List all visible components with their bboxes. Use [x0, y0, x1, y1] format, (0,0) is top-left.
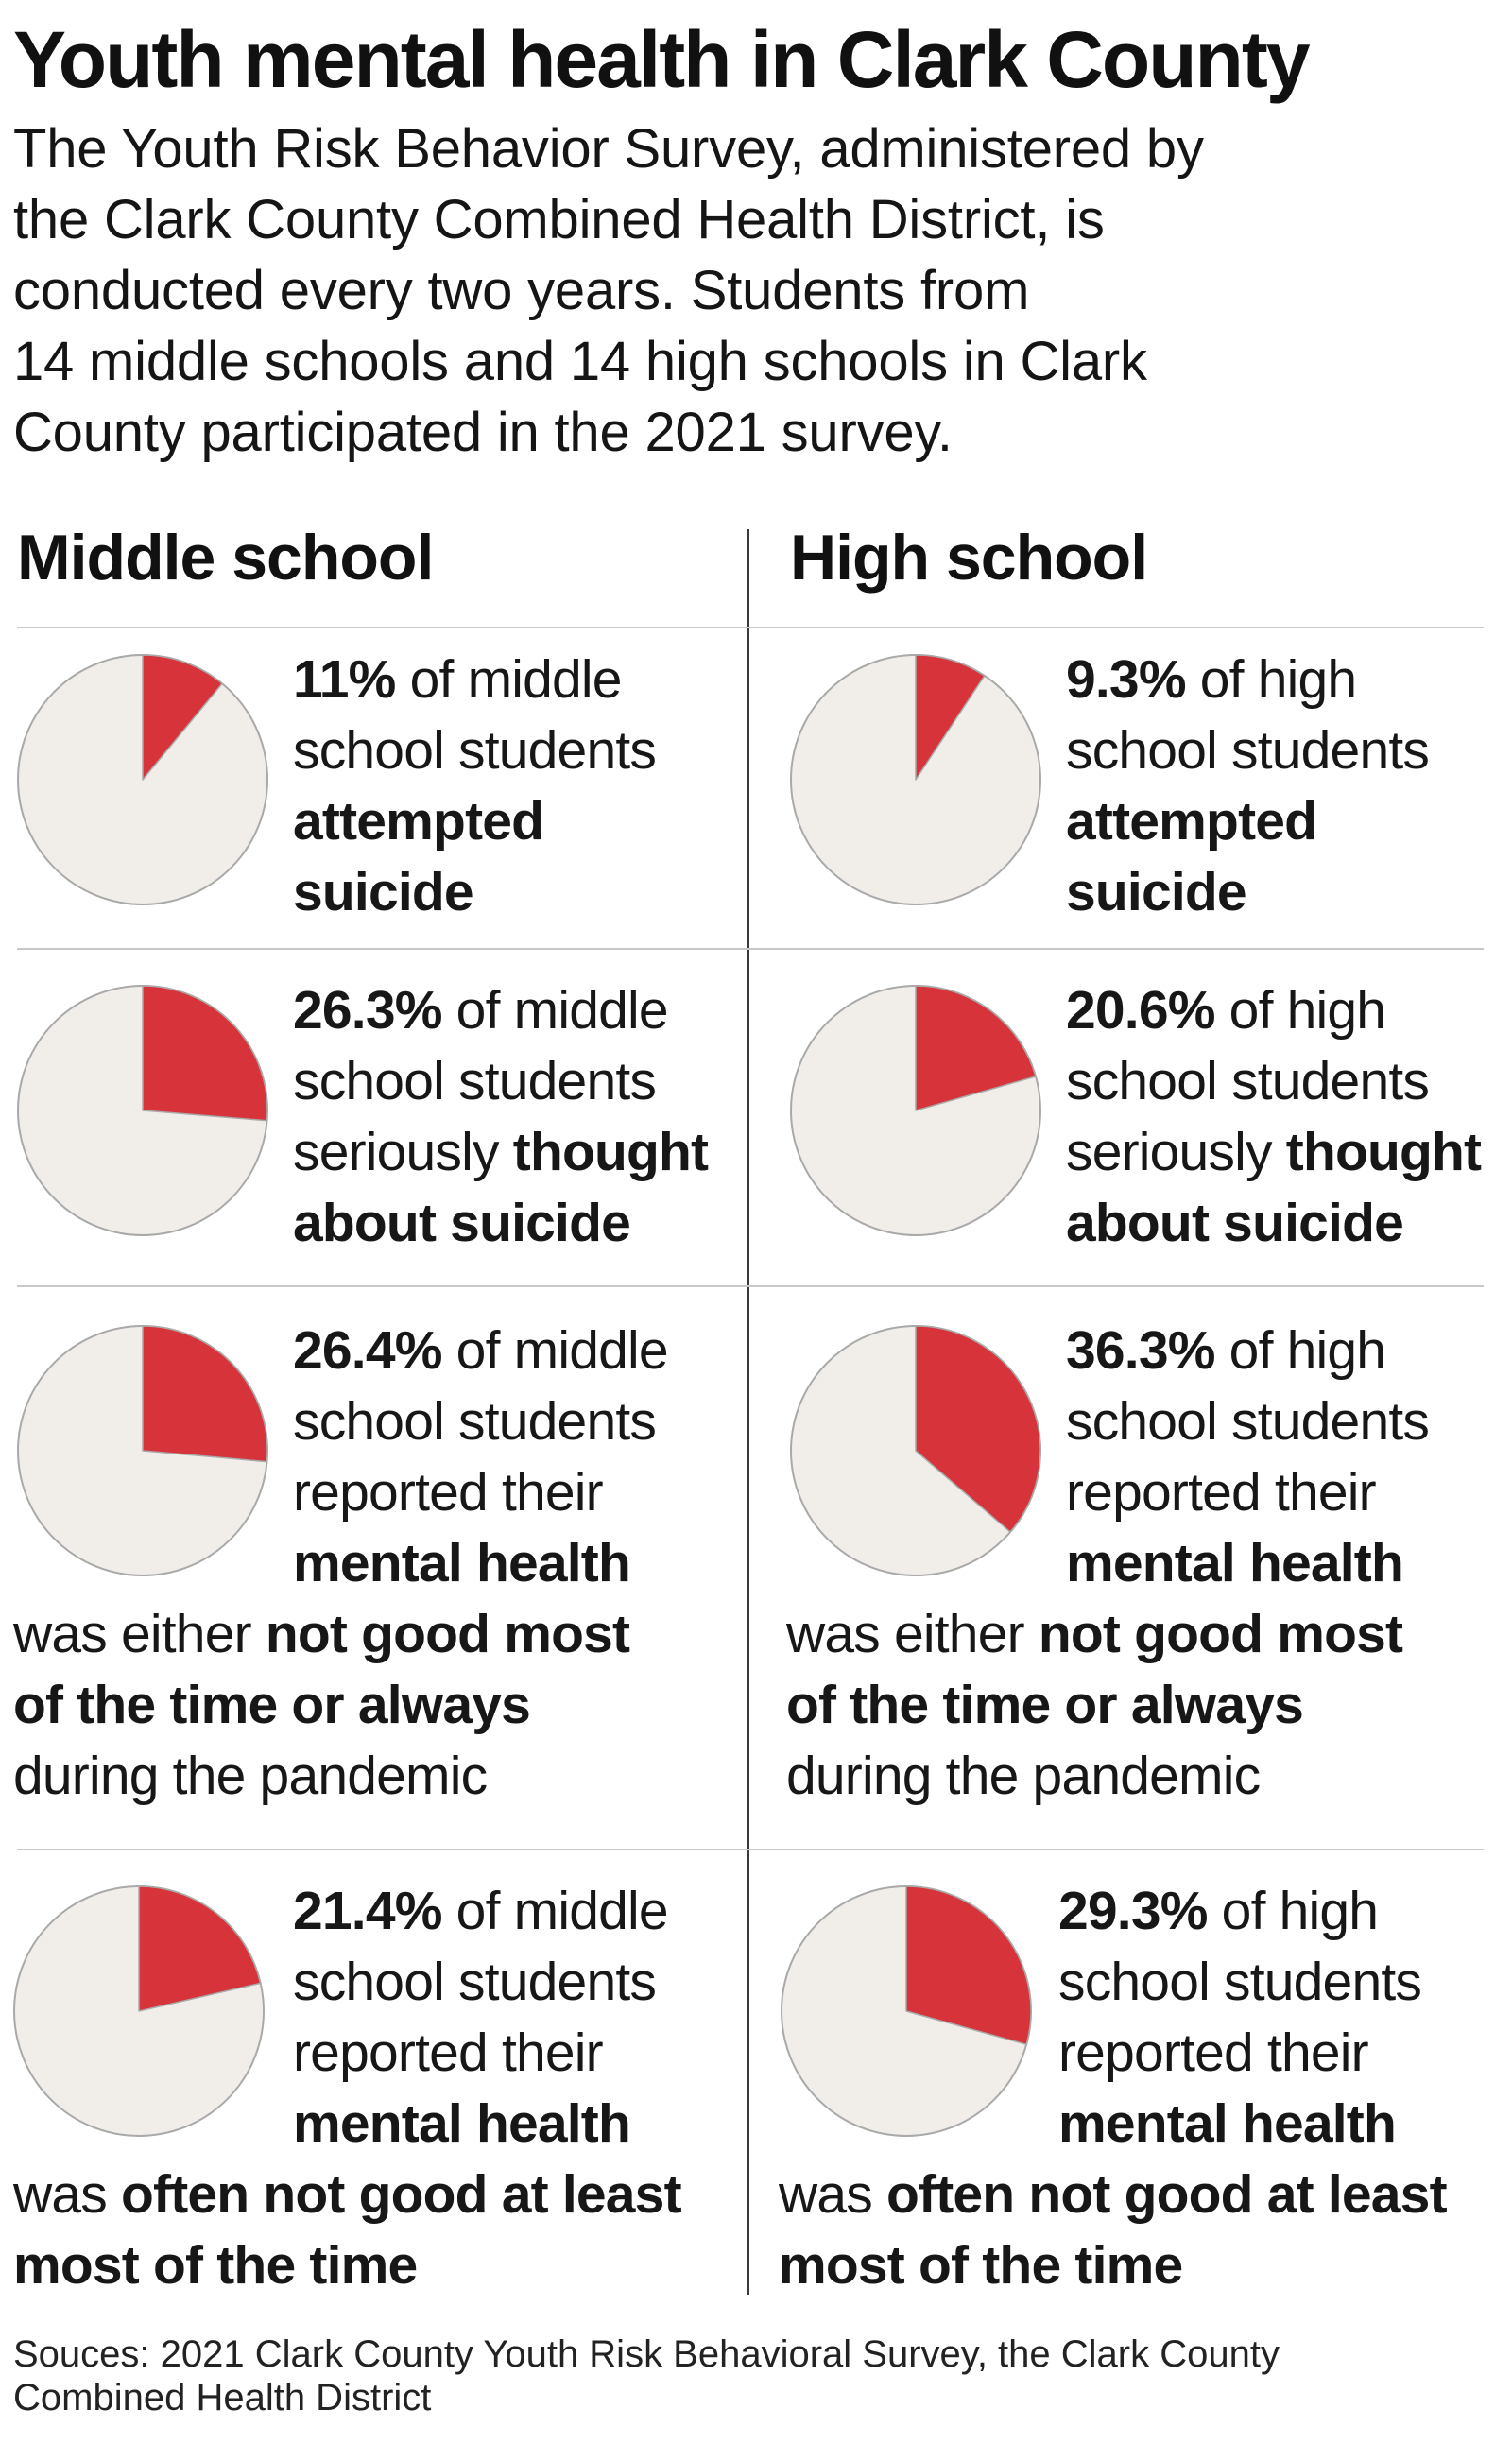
- pie-middle-often: [13, 1885, 265, 2137]
- column-heading-middle-school: Middle school: [17, 522, 434, 594]
- pie-high-often: [781, 1885, 1032, 2137]
- pie-middle-attempted: [17, 654, 268, 905]
- intro-line: 14 middle schools and 14 high schools in…: [13, 331, 1147, 392]
- pie-high-attempted: [790, 654, 1041, 905]
- stat-value: 26.4%: [293, 1320, 442, 1381]
- stat-high-thought: 20.6% of high school students seriously …: [1066, 980, 1482, 1253]
- pie-slice: [138, 1885, 262, 2012]
- stat-value: 9.3%: [1066, 649, 1187, 710]
- stat-value: 11%: [293, 649, 396, 710]
- source-note: Souces: 2021 Clark County Youth Risk Beh…: [13, 2332, 1487, 2419]
- stat-middle-attempted: 11% of middle school students attempted …: [293, 649, 657, 922]
- stat-high-pandemic: 36.3% of high school students reported t…: [786, 1320, 1430, 1806]
- stat-middle-pandemic: 26.4% of middle school students reported…: [13, 1320, 669, 1806]
- chart-title: Youth mental health in Clark County: [13, 15, 1311, 104]
- source-line: Combined Health District: [13, 2377, 432, 2418]
- intro-text: The Youth Risk Behavior Survey, administ…: [13, 113, 1487, 468]
- stat-middle-often: 21.4% of middle school students reported…: [13, 1881, 682, 2296]
- intro-line: County participated in the 2021 survey.: [13, 402, 953, 463]
- intro-line: the Clark County Combined Health Distric…: [13, 189, 1105, 250]
- stat-value: 21.4%: [293, 1881, 442, 1941]
- pie-middle-pandemic: [17, 1325, 268, 1576]
- pie-high-pandemic: [790, 1325, 1041, 1576]
- pie-slice: [915, 1325, 1041, 1533]
- row-divider: [17, 1285, 1484, 1287]
- pie-slice: [905, 1885, 1032, 2045]
- row-divider: [17, 948, 1484, 950]
- pie-slice: [142, 985, 268, 1122]
- stat-value: 29.3%: [1058, 1881, 1208, 1941]
- stat-middle-thought: 26.3% of middle school students seriousl…: [293, 980, 709, 1253]
- source-line: Souces: 2021 Clark County Youth Risk Beh…: [13, 2333, 1280, 2375]
- row-divider: [17, 627, 1484, 628]
- column-heading-high-school: High school: [790, 522, 1148, 594]
- intro-line: The Youth Risk Behavior Survey, administ…: [13, 118, 1204, 180]
- stat-value: 20.6%: [1066, 980, 1215, 1041]
- stat-high-often: 29.3% of high school students reported t…: [779, 1881, 1448, 2296]
- column-divider: [747, 529, 749, 2295]
- intro-line: conducted every two years. Students from: [13, 260, 1030, 321]
- pie-slice: [142, 654, 223, 781]
- row-divider: [17, 1849, 1484, 1850]
- stat-high-attempted: 9.3% of high school students attempted s…: [1066, 649, 1430, 922]
- pie-middle-thought: [17, 985, 268, 1236]
- stat-value: 26.3%: [293, 980, 442, 1041]
- pie-slice: [915, 985, 1037, 1111]
- pie-high-thought: [790, 985, 1041, 1236]
- stat-value: 36.3%: [1066, 1320, 1215, 1381]
- pie-slice: [915, 654, 986, 781]
- pie-slice: [142, 1325, 268, 1463]
